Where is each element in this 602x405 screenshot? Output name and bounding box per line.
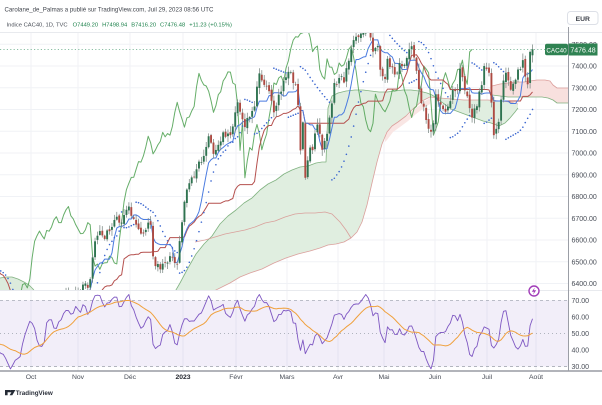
svg-text:2023: 2023: [175, 374, 190, 381]
svg-text:7100.00: 7100.00: [572, 129, 597, 136]
svg-text:50.00: 50.00: [572, 331, 590, 338]
svg-text:7200.00: 7200.00: [572, 107, 597, 114]
svg-text:Nov: Nov: [72, 374, 85, 381]
svg-text:7000.00: 7000.00: [572, 151, 597, 158]
svg-text:60.00: 60.00: [572, 314, 590, 321]
svg-text:Févr: Févr: [229, 374, 243, 381]
svg-text:CAC40: CAC40: [546, 47, 567, 54]
svg-text:Carolane_de_Palmas a publié su: Carolane_de_Palmas a publié sur TradingV…: [5, 7, 214, 14]
svg-text:Mai: Mai: [379, 374, 390, 381]
svg-text:7300.00: 7300.00: [572, 85, 597, 92]
svg-text:70.00: 70.00: [572, 298, 590, 305]
svg-text:6700.00: 6700.00: [572, 216, 597, 223]
svg-text:6600.00: 6600.00: [572, 238, 597, 245]
svg-text:40.00: 40.00: [572, 347, 590, 354]
svg-text:7400.00: 7400.00: [572, 64, 597, 71]
svg-text:Juil: Juil: [482, 374, 493, 381]
svg-text:30.00: 30.00: [572, 364, 590, 371]
svg-text:Déc: Déc: [124, 374, 137, 381]
svg-text:Juin: Juin: [429, 374, 442, 381]
svg-text:Oct: Oct: [26, 374, 37, 381]
svg-text:7476.48: 7476.48: [570, 48, 595, 55]
svg-text:Août: Août: [529, 374, 543, 381]
svg-text:Avr: Avr: [333, 374, 344, 381]
svg-text:Mars: Mars: [279, 374, 295, 381]
svg-text:6400.00: 6400.00: [572, 281, 597, 288]
svg-text:6800.00: 6800.00: [572, 194, 597, 201]
svg-text:EUR: EUR: [576, 16, 590, 23]
svg-text:6900.00: 6900.00: [572, 172, 597, 179]
svg-text:TradingView: TradingView: [16, 390, 53, 397]
svg-text:6500.00: 6500.00: [572, 259, 597, 266]
